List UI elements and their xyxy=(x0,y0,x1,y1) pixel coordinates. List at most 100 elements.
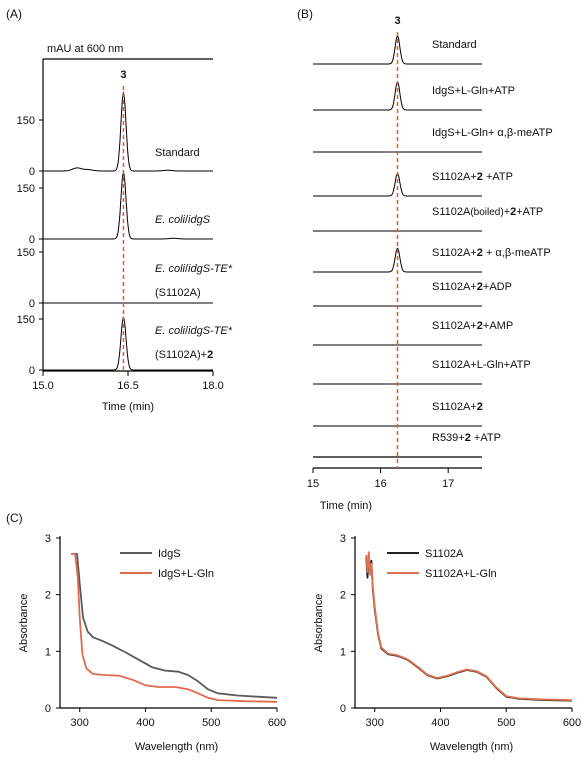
x-tick-label-c: 500 xyxy=(202,717,220,729)
series-name-b: IdgS+L-Gln+ATP xyxy=(432,85,515,97)
series-name-b: S1102A+2 + α,β-meATP xyxy=(432,247,551,259)
x-tick-label-c: 400 xyxy=(431,717,449,729)
series-name-b-part: S1102A+ xyxy=(432,247,477,259)
series-name-b-part: +ATP xyxy=(483,171,513,183)
y-axis-label-c: Absorbance xyxy=(18,594,30,653)
x-tick-label-c: 600 xyxy=(268,717,286,729)
y-tick-label-c: 3 xyxy=(340,533,346,545)
series-name-b-part: S1102A xyxy=(432,206,471,218)
chromatogram-panel-b: Standard IdgS+L-Gln+ATP IdgS+L-Gln+ α,β-me… xyxy=(307,15,553,512)
y-tick-label-c: 3 xyxy=(45,533,51,545)
panel-label-b: (B) xyxy=(297,7,313,21)
series-name-part: / xyxy=(185,325,189,337)
series-name-b-part: + α,β-meATP xyxy=(483,247,551,259)
y-tick-label-c: 0 xyxy=(45,703,51,715)
y-tick-label-c: 0 xyxy=(340,703,346,715)
y-tick-label-c: 2 xyxy=(45,590,51,602)
series-name-b-part: 2 xyxy=(510,206,516,218)
abs-series-1 xyxy=(365,551,573,701)
series-name-part: idgS-TE* xyxy=(188,263,233,275)
series-name-b-part: +ADP xyxy=(483,281,512,293)
series-name-line2-part: (S1102A)+ xyxy=(155,349,207,361)
legend-label: IdgS+L-Gln xyxy=(158,568,214,580)
series-name-b-part: 2 xyxy=(477,401,483,413)
peak-marker-label: 3 xyxy=(120,69,126,81)
abs-series-1 xyxy=(71,553,278,703)
y-tick-label: 0 xyxy=(29,298,35,310)
series-name-b-part: 2 xyxy=(477,247,483,259)
y-tick-label: 150 xyxy=(17,314,35,326)
absorbance-panel-c-left: 0 1 2 3 300 400 500 600 Wavelength (nm) Absorbanc… xyxy=(18,533,286,753)
series-name-part: idgS xyxy=(188,214,211,226)
peak-marker-label-b: 3 xyxy=(394,15,400,27)
series-name-b: S1102A(boiled)+2+ATP xyxy=(432,206,543,218)
y-tick-label-c: 1 xyxy=(340,646,346,658)
series-name-line2: (S1102A)+2 xyxy=(155,349,213,361)
series-name-b-part: S1102A+L-Gln+ATP xyxy=(432,359,531,371)
trace-b-5 xyxy=(313,247,482,273)
x-tick-label: 16.5 xyxy=(117,380,138,392)
x-tick-label: 18.0 xyxy=(202,380,223,392)
x-tick-label-c: 500 xyxy=(497,717,515,729)
trace-3 xyxy=(43,316,213,371)
series-name-b-part: S1102A+ xyxy=(432,401,477,413)
x-tick-label-c: 400 xyxy=(136,717,154,729)
series-name-line2-part: (S1102A) xyxy=(155,287,201,299)
series-name-b-part: 2 xyxy=(477,171,483,183)
x-tick-label-b: 15 xyxy=(307,478,319,490)
series-name-b-part: 2 xyxy=(477,281,483,293)
series-name: E. coli/idgS-TE* xyxy=(155,263,233,275)
series-name-b-part: Standard xyxy=(432,39,477,51)
legend-label: IdgS xyxy=(158,548,181,560)
y-tick-label-c: 2 xyxy=(340,590,346,602)
series-name-b-part: IdgS+L-Gln+ α,β-meATP xyxy=(432,127,553,139)
series-name-b-part: (boiled) xyxy=(470,207,503,218)
series-name: Standard xyxy=(155,147,200,159)
series-name-b-part: +AMP xyxy=(483,320,513,332)
series-name-b: S1102A+2+ADP xyxy=(432,281,512,293)
y-tick-label: 0 xyxy=(29,166,35,178)
x-tick-label-b: 16 xyxy=(374,478,386,490)
y-tick-label: 150 xyxy=(17,183,35,195)
series-name-b-part: 2 xyxy=(465,432,471,444)
series-name-b: S1102A+2 xyxy=(432,401,483,413)
series-name-line2: (S1102A) xyxy=(155,287,201,299)
legend-label: S1102A xyxy=(425,548,464,560)
series-name-part: E. coli xyxy=(155,214,186,226)
series-name-b-part: S1102A+ xyxy=(432,281,477,293)
series-name-part: / xyxy=(185,214,189,226)
series-name-part: idgS-TE* xyxy=(188,325,233,337)
legend-label: S1102A+L-Gln xyxy=(425,568,497,580)
series-name-b-part: +ATP xyxy=(471,432,501,444)
trace-1 xyxy=(43,171,213,240)
y-tick-label: 150 xyxy=(17,247,35,259)
x-axis-label-c: Wavelength (nm) xyxy=(135,741,218,753)
panel-label-a: (A) xyxy=(6,7,22,21)
series-name: E. coli/idgS-TE* xyxy=(155,325,233,337)
chromatogram-panel-a: mAU at 600 nm 15.0 16.5 18.0 Time (min) 0 150 0… xyxy=(17,43,233,413)
x-axis-label: Time (min) xyxy=(102,401,154,413)
x-axis-label-c: Wavelength (nm) xyxy=(430,741,513,753)
abs-series-0 xyxy=(71,553,278,699)
series-name-b: S1102A+2 +ATP xyxy=(432,171,513,183)
unit-label: mAU at 600 nm xyxy=(47,43,123,55)
y-tick-label: 150 xyxy=(17,115,35,127)
series-name-b-part: R539+ xyxy=(432,432,465,444)
series-name-line2-part: 2 xyxy=(207,349,213,361)
y-axis-label-c: Absorbance xyxy=(313,594,325,653)
y-tick-label-c: 1 xyxy=(45,646,51,658)
x-tick-label: 15.0 xyxy=(32,380,53,392)
x-tick-label-c: 600 xyxy=(563,717,581,729)
series-name-part: E. coli xyxy=(155,325,186,337)
absorbance-panel-c-right: 0 1 2 3 300 400 500 600 Wavelength (nm) Absorbanc… xyxy=(313,533,581,753)
series-name-b-part: IdgS+L-Gln+ATP xyxy=(432,85,515,97)
x-tick-label-c: 300 xyxy=(366,717,384,729)
trace-0 xyxy=(43,91,213,172)
series-name-b-part: +ATP xyxy=(516,206,543,218)
series-name-part: / xyxy=(185,263,189,275)
y-tick-label: 0 xyxy=(29,365,35,377)
series-name-b: IdgS+L-Gln+ α,β-meATP xyxy=(432,127,553,139)
series-name-b: R539+2 +ATP xyxy=(432,432,501,444)
series-name-b-part: + xyxy=(504,206,510,218)
x-tick-label-c: 300 xyxy=(71,717,89,729)
